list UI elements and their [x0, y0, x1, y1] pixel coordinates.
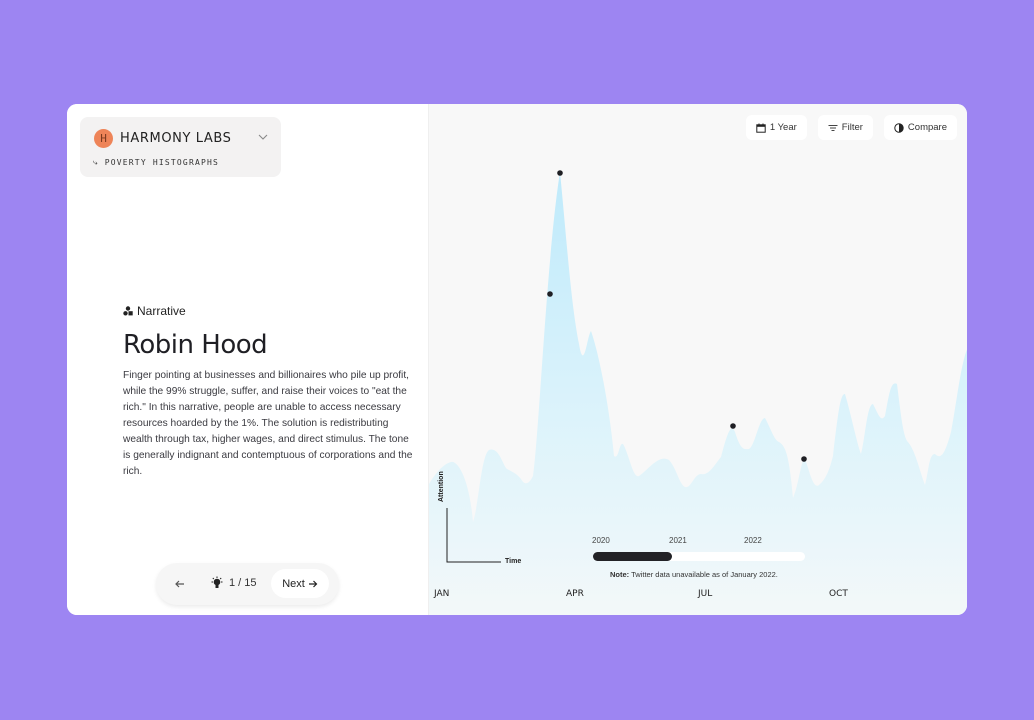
chart-toolbar: 1 Year Filter Compare [745, 115, 957, 140]
calendar-icon [756, 123, 766, 133]
next-button[interactable]: Next [271, 569, 329, 598]
compare-button[interactable]: Compare [883, 115, 957, 140]
month-label: OCT [829, 589, 848, 599]
project-name-label: POVERTY HISTOGRAPHS [104, 158, 220, 167]
timeline-scrollbar-track[interactable] [593, 552, 805, 561]
attention-area [429, 172, 967, 615]
narrative-tag-label: Narrative [137, 304, 186, 318]
y-axis-label: Attention [438, 471, 445, 502]
filter-label: Filter [841, 122, 863, 133]
compare-label: Compare [907, 122, 947, 133]
timeline-year: 2020 [592, 536, 610, 545]
attention-chart [429, 170, 967, 615]
org-selector[interactable]: H HARMONY LABS ⤷ POVERTY HISTOGRAPHS [80, 117, 281, 177]
axis-legend-lines [446, 508, 501, 563]
main-card: H HARMONY LABS ⤷ POVERTY HISTOGRAPHS Nar… [67, 104, 967, 615]
timeline-year: 2022 [744, 536, 762, 545]
narrative-icon [123, 306, 133, 316]
narrative-description: Finger pointing at businesses and billio… [123, 370, 413, 477]
pager-count: 1 / 15 [229, 577, 257, 589]
data-point-marker[interactable] [730, 423, 736, 429]
data-point-marker[interactable] [557, 170, 563, 176]
next-label: Next [282, 577, 305, 590]
org-name: HARMONY LABS [120, 131, 232, 146]
timeline-scrollbar-thumb[interactable] [593, 552, 672, 561]
pager: 1 / 15 Next [156, 563, 339, 605]
range-label: 1 Year [769, 122, 797, 133]
project-name[interactable]: ⤷ POVERTY HISTOGRAPHS [93, 158, 219, 168]
note-label: Note: [610, 570, 630, 579]
sub-arrow-icon: ⤷ [93, 158, 99, 167]
compare-icon [894, 122, 904, 133]
org-logo: H [94, 129, 113, 148]
narrative-tag: Narrative [123, 304, 186, 318]
month-label: APR [566, 589, 584, 599]
left-panel: H HARMONY LABS ⤷ POVERTY HISTOGRAPHS Nar… [67, 104, 428, 615]
note-text: Twitter data unavailable as of January 2… [629, 570, 778, 579]
chevron-down-icon[interactable] [257, 131, 269, 143]
narrative-title: Robin Hood [123, 330, 268, 360]
filter-button[interactable]: Filter [817, 115, 873, 140]
month-label: JUL [698, 589, 713, 599]
timeline-year: 2021 [669, 536, 687, 545]
x-axis-label: Time [505, 558, 522, 565]
data-note: Note: Twitter data unavailable as of Jan… [610, 570, 778, 579]
lightbulb-icon [211, 576, 223, 588]
arrow-left-icon[interactable] [172, 576, 188, 592]
arrow-right-icon [308, 580, 318, 587]
month-label: JAN [434, 589, 450, 599]
range-button[interactable]: 1 Year [745, 115, 807, 140]
chart-panel: Attention Time 2020 2021 2022 Note: Twit… [428, 104, 967, 615]
filter-icon [828, 124, 838, 131]
data-point-marker[interactable] [547, 291, 553, 297]
data-point-marker[interactable] [801, 456, 807, 462]
